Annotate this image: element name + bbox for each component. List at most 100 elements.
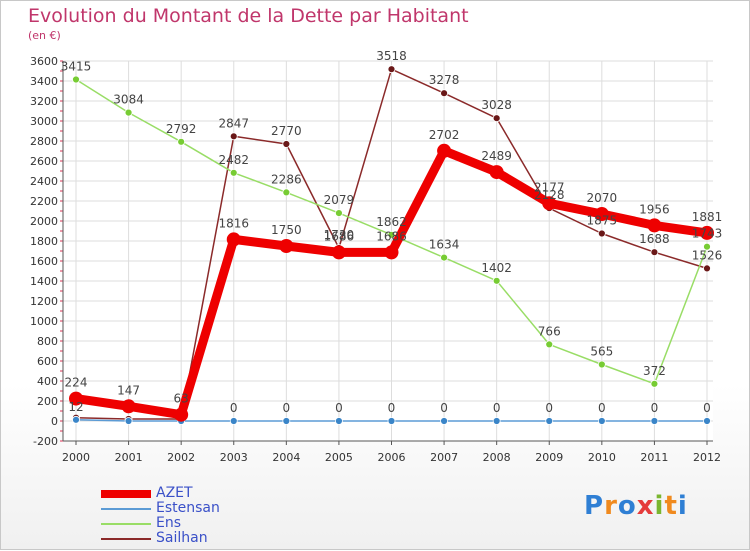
data-point-ens xyxy=(387,230,396,239)
data-point-ens xyxy=(650,379,659,388)
data-label-estensan: 12 xyxy=(68,400,83,414)
data-point-azet xyxy=(174,407,189,422)
logo-letter: i xyxy=(654,491,665,521)
data-label-azet: 2702 xyxy=(429,128,460,142)
data-label-estensan: 0 xyxy=(703,401,711,415)
y-tick-label: 200 xyxy=(37,395,58,408)
y-tick-label: 2200 xyxy=(30,195,58,208)
logo-letter: i xyxy=(677,491,688,521)
data-point-ens xyxy=(282,188,291,197)
data-label-estensan: 0 xyxy=(283,401,291,415)
x-tick-label: 2011 xyxy=(640,451,668,464)
x-tick-label: 2008 xyxy=(483,451,511,464)
data-label-sailhan: 2128 xyxy=(534,188,565,202)
logo-letter: P xyxy=(584,491,605,521)
y-tick-label: 3000 xyxy=(30,115,58,128)
data-label-ens: 2079 xyxy=(324,193,355,207)
data-point-estensan xyxy=(545,417,554,425)
data-label-ens: 766 xyxy=(538,324,561,338)
data-label-estensan: 0 xyxy=(388,401,396,415)
x-tick-label: 2010 xyxy=(588,451,616,464)
data-point-sailhan xyxy=(597,229,606,238)
data-point-ens xyxy=(440,253,448,262)
data-label-azet: 2070 xyxy=(587,191,618,205)
data-label-estensan: 0 xyxy=(335,401,343,415)
x-tick-label: 2000 xyxy=(62,451,90,464)
data-point-ens xyxy=(72,75,80,84)
data-label-azet: 1686 xyxy=(324,229,355,243)
data-label-sailhan: 1526 xyxy=(692,248,723,262)
data-point-estensan xyxy=(650,417,659,425)
data-point-ens xyxy=(177,137,186,146)
data-label-ens: 1862 xyxy=(376,215,407,229)
data-point-azet xyxy=(226,232,241,247)
data-point-sailhan xyxy=(703,264,711,273)
data-point-sailhan xyxy=(282,140,291,148)
data-point-sailhan xyxy=(492,114,501,123)
data-point-ens xyxy=(124,108,133,117)
x-tick-label: 2003 xyxy=(220,451,248,464)
x-tick-label: 2004 xyxy=(272,451,300,464)
legend-swatch xyxy=(101,508,151,510)
data-point-azet xyxy=(489,165,504,180)
chart-title: Evolution du Montant de la Dette par Hab… xyxy=(28,5,469,27)
data-label-azet: 1750 xyxy=(271,223,302,237)
legend-label: AZET xyxy=(156,485,193,501)
data-label-estensan: 0 xyxy=(440,401,448,415)
y-tick-label: 1800 xyxy=(30,235,58,248)
data-point-sailhan xyxy=(387,65,396,74)
data-label-sailhan: 2847 xyxy=(218,116,249,130)
logo-letter: r xyxy=(604,491,618,521)
y-tick-label: 2800 xyxy=(30,135,58,148)
data-point-ens xyxy=(545,340,554,349)
data-label-ens: 3415 xyxy=(61,60,92,74)
legend-swatch xyxy=(101,538,151,540)
y-tick-label: 3600 xyxy=(30,55,58,68)
y-tick-label: 1400 xyxy=(30,275,58,288)
y-tick-label: 400 xyxy=(37,375,58,388)
data-label-ens: 1634 xyxy=(429,238,460,252)
data-point-ens xyxy=(229,168,238,177)
data-point-azet xyxy=(279,239,294,253)
data-point-azet xyxy=(69,391,83,406)
data-label-estensan: 0 xyxy=(651,401,659,415)
data-point-ens xyxy=(597,360,606,369)
data-point-azet xyxy=(700,225,714,240)
data-point-azet xyxy=(594,207,609,221)
data-label-ens: 565 xyxy=(590,345,613,359)
y-tick-label: 1000 xyxy=(30,315,58,328)
y-tick-label: 3200 xyxy=(30,95,58,108)
x-tick-label: 2005 xyxy=(325,451,353,464)
data-point-ens xyxy=(703,242,711,251)
data-label-azet: 63 xyxy=(174,392,189,406)
legend-label: Ens xyxy=(156,515,182,531)
data-point-azet xyxy=(542,196,557,211)
data-point-azet xyxy=(121,399,136,414)
chart-subtitle: (en €) xyxy=(28,29,61,42)
legend-label: Estensan xyxy=(156,500,220,516)
y-tick-label: 800 xyxy=(37,335,58,348)
x-tick-label: 2007 xyxy=(430,451,458,464)
data-point-ens xyxy=(335,209,343,218)
x-tick-label: 2002 xyxy=(167,451,195,464)
data-point-sailhan xyxy=(440,89,448,98)
data-label-ens: 372 xyxy=(643,364,666,378)
data-label-sailhan: 2770 xyxy=(271,124,302,138)
data-label-ens: 2482 xyxy=(218,153,249,167)
data-label-sailhan: 1875 xyxy=(587,214,618,228)
data-point-estensan xyxy=(335,417,343,425)
logo-letter: o xyxy=(617,491,637,521)
legend-swatch xyxy=(101,490,151,498)
y-tick-label: 3400 xyxy=(30,75,58,88)
data-point-sailhan xyxy=(229,132,238,141)
y-tick-label: 2400 xyxy=(30,175,58,188)
data-point-estensan xyxy=(72,415,80,424)
data-label-sailhan: 3028 xyxy=(481,98,512,112)
data-label-azet: 147 xyxy=(117,383,140,397)
data-label-sailhan: 3518 xyxy=(376,49,407,63)
data-label-ens: 2792 xyxy=(166,122,197,136)
y-tick-label: 1200 xyxy=(30,295,58,308)
x-tick-label: 2012 xyxy=(693,451,721,464)
